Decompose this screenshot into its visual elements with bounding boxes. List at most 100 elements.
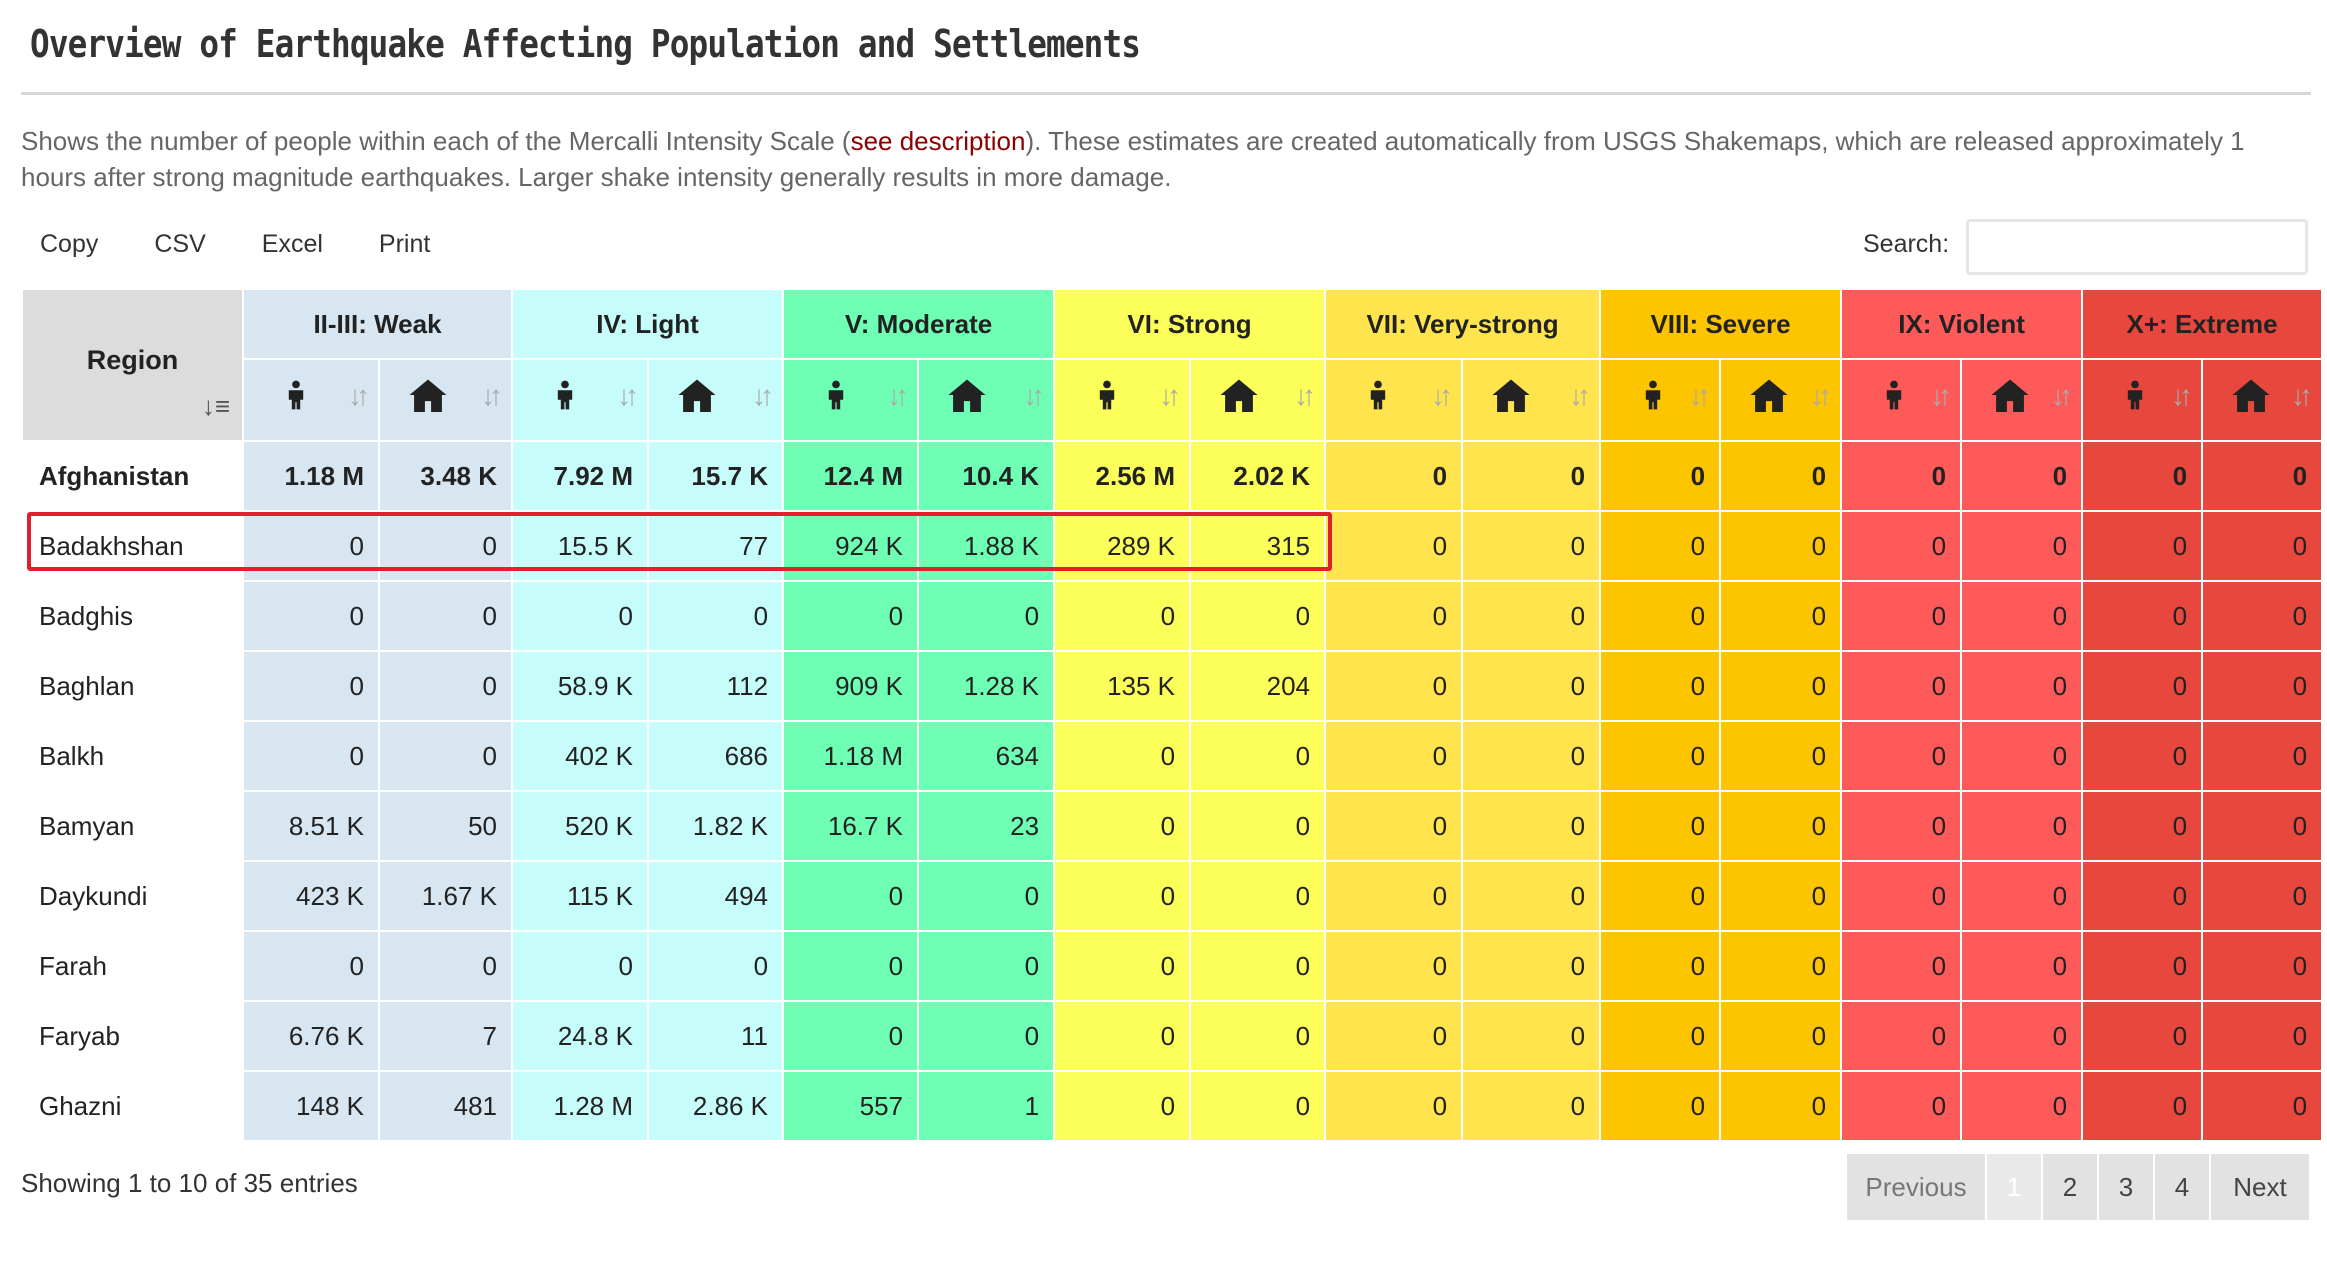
csv-button[interactable]: CSV — [154, 230, 206, 258]
region-header[interactable]: Region ↓≡ — [21, 288, 244, 442]
value-cell: 0 — [242, 720, 380, 792]
house-column-header[interactable]: ↓↑ — [917, 358, 1056, 442]
page-1-button[interactable]: 1 — [1987, 1154, 2043, 1220]
person-column-header[interactable]: ↓↑ — [782, 358, 920, 442]
sort-icon[interactable]: ↓↑ — [887, 380, 909, 411]
value-cell: 0 — [242, 650, 380, 722]
sort-icon[interactable]: ↓↑ — [1810, 380, 1832, 411]
sort-icon[interactable]: ↓↑ — [617, 380, 639, 411]
value-cell: 0 — [1053, 580, 1192, 652]
sort-icon[interactable]: ↓↑ — [1294, 380, 1316, 411]
house-column-header[interactable]: ↓↑ — [377, 358, 514, 442]
export-toolbar: Copy CSV Excel Print — [21, 230, 467, 259]
value-cell: 0 — [1840, 510, 1963, 582]
value-cell: 135 K — [1053, 650, 1192, 722]
value-cell: 0 — [1324, 720, 1464, 792]
person-column-header[interactable]: ↓↑ — [2081, 358, 2204, 442]
value-cell: 0 — [2201, 930, 2324, 1002]
value-cell: 15.7 K — [647, 440, 785, 512]
sort-icon[interactable]: ↓↑ — [2291, 380, 2313, 411]
house-column-header[interactable]: ↓↑ — [2201, 358, 2324, 442]
value-cell: 0 — [1599, 1070, 1722, 1142]
page-3-button[interactable]: 3 — [2099, 1154, 2155, 1220]
value-cell: 0 — [1960, 580, 2084, 652]
value-cell: 423 K — [242, 860, 380, 932]
value-cell: 0 — [1461, 720, 1602, 792]
house-column-header[interactable]: ↓↑ — [1960, 358, 2084, 442]
person-column-header[interactable]: ↓↑ — [1599, 358, 1722, 442]
value-cell: 0 — [1719, 440, 1843, 512]
previous-button[interactable]: Previous — [1847, 1154, 1987, 1220]
value-cell: 0 — [1461, 580, 1602, 652]
value-cell: 0 — [1599, 930, 1722, 1002]
sort-desc-icon[interactable]: ↓≡ — [201, 391, 230, 421]
value-cell: 0 — [377, 580, 514, 652]
value-cell: 0 — [1324, 650, 1464, 722]
sort-icon[interactable]: ↓↑ — [752, 380, 774, 411]
house-icon — [1749, 378, 1789, 420]
table-row: Ghazni 148 K 481 1.28 M 2.86 K 557 1 0 0 0 0 0 0 0 0 0 0 — [21, 1070, 2324, 1142]
search-input[interactable] — [1966, 219, 2308, 275]
value-cell: 0 — [2081, 790, 2204, 862]
value-cell: 0 — [1599, 790, 1722, 862]
value-cell: 0 — [377, 650, 514, 722]
house-icon — [1491, 378, 1531, 420]
value-cell: 0 — [1461, 790, 1602, 862]
value-cell: 1.88 K — [917, 510, 1056, 582]
person-column-header[interactable]: ↓↑ — [1053, 358, 1192, 442]
value-cell: 15.5 K — [511, 510, 650, 582]
region-cell: Badghis — [21, 580, 244, 652]
value-cell: 0 — [1960, 860, 2084, 932]
next-button[interactable]: Next — [2211, 1154, 2309, 1220]
person-icon — [1874, 378, 1914, 420]
value-cell: 0 — [2201, 790, 2324, 862]
page-2-button[interactable]: 2 — [2043, 1154, 2099, 1220]
value-cell: 0 — [2081, 510, 2204, 582]
value-cell: 0 — [1960, 790, 2084, 862]
house-column-header[interactable]: ↓↑ — [1461, 358, 1602, 442]
sort-icon[interactable]: ↓↑ — [1159, 380, 1181, 411]
house-column-header[interactable]: ↓↑ — [1719, 358, 1843, 442]
person-column-header[interactable]: ↓↑ — [511, 358, 650, 442]
value-cell: 2.56 M — [1053, 440, 1192, 512]
value-cell: 0 — [1189, 790, 1327, 862]
see-description-link[interactable]: see description — [850, 126, 1026, 156]
value-cell: 10.4 K — [917, 440, 1056, 512]
value-cell: 77 — [647, 510, 785, 582]
sort-icon[interactable]: ↓↑ — [1431, 380, 1453, 411]
value-cell: 0 — [647, 930, 785, 1002]
value-cell: 0 — [1599, 580, 1722, 652]
page-4-button[interactable]: 4 — [2155, 1154, 2211, 1220]
value-cell: 0 — [1324, 440, 1464, 512]
person-column-header[interactable]: ↓↑ — [1324, 358, 1464, 442]
value-cell: 0 — [1960, 510, 2084, 582]
region-cell: Badakhshan — [21, 510, 244, 582]
sort-icon[interactable]: ↓↑ — [348, 380, 370, 411]
house-column-header[interactable]: ↓↑ — [1189, 358, 1327, 442]
value-cell: 520 K — [511, 790, 650, 862]
value-cell: 0 — [1461, 930, 1602, 1002]
entries-info: Showing 1 to 10 of 35 entries — [21, 1168, 358, 1198]
sort-icon[interactable]: ↓↑ — [481, 380, 503, 411]
value-cell: 0 — [1960, 720, 2084, 792]
value-cell: 0 — [1324, 790, 1464, 862]
sort-icon[interactable]: ↓↑ — [2051, 380, 2073, 411]
value-cell: 0 — [242, 580, 380, 652]
person-icon — [2115, 378, 2155, 420]
person-column-header[interactable]: ↓↑ — [242, 358, 380, 442]
sort-icon[interactable]: ↓↑ — [1930, 380, 1952, 411]
sort-icon[interactable]: ↓↑ — [1023, 380, 1045, 411]
value-cell: 0 — [1053, 1000, 1192, 1072]
value-cell: 0 — [511, 930, 650, 1002]
copy-button[interactable]: Copy — [40, 230, 99, 258]
value-cell: 7.92 M — [511, 440, 650, 512]
print-button[interactable]: Print — [378, 230, 431, 258]
person-column-header[interactable]: ↓↑ — [1840, 358, 1963, 442]
excel-button[interactable]: Excel — [261, 230, 323, 258]
region-cell: Baghlan — [21, 650, 244, 722]
house-column-header[interactable]: ↓↑ — [647, 358, 785, 442]
sort-icon[interactable]: ↓↑ — [1689, 380, 1711, 411]
value-cell: 1.18 M — [782, 720, 920, 792]
sort-icon[interactable]: ↓↑ — [1569, 380, 1591, 411]
sort-icon[interactable]: ↓↑ — [2171, 380, 2193, 411]
